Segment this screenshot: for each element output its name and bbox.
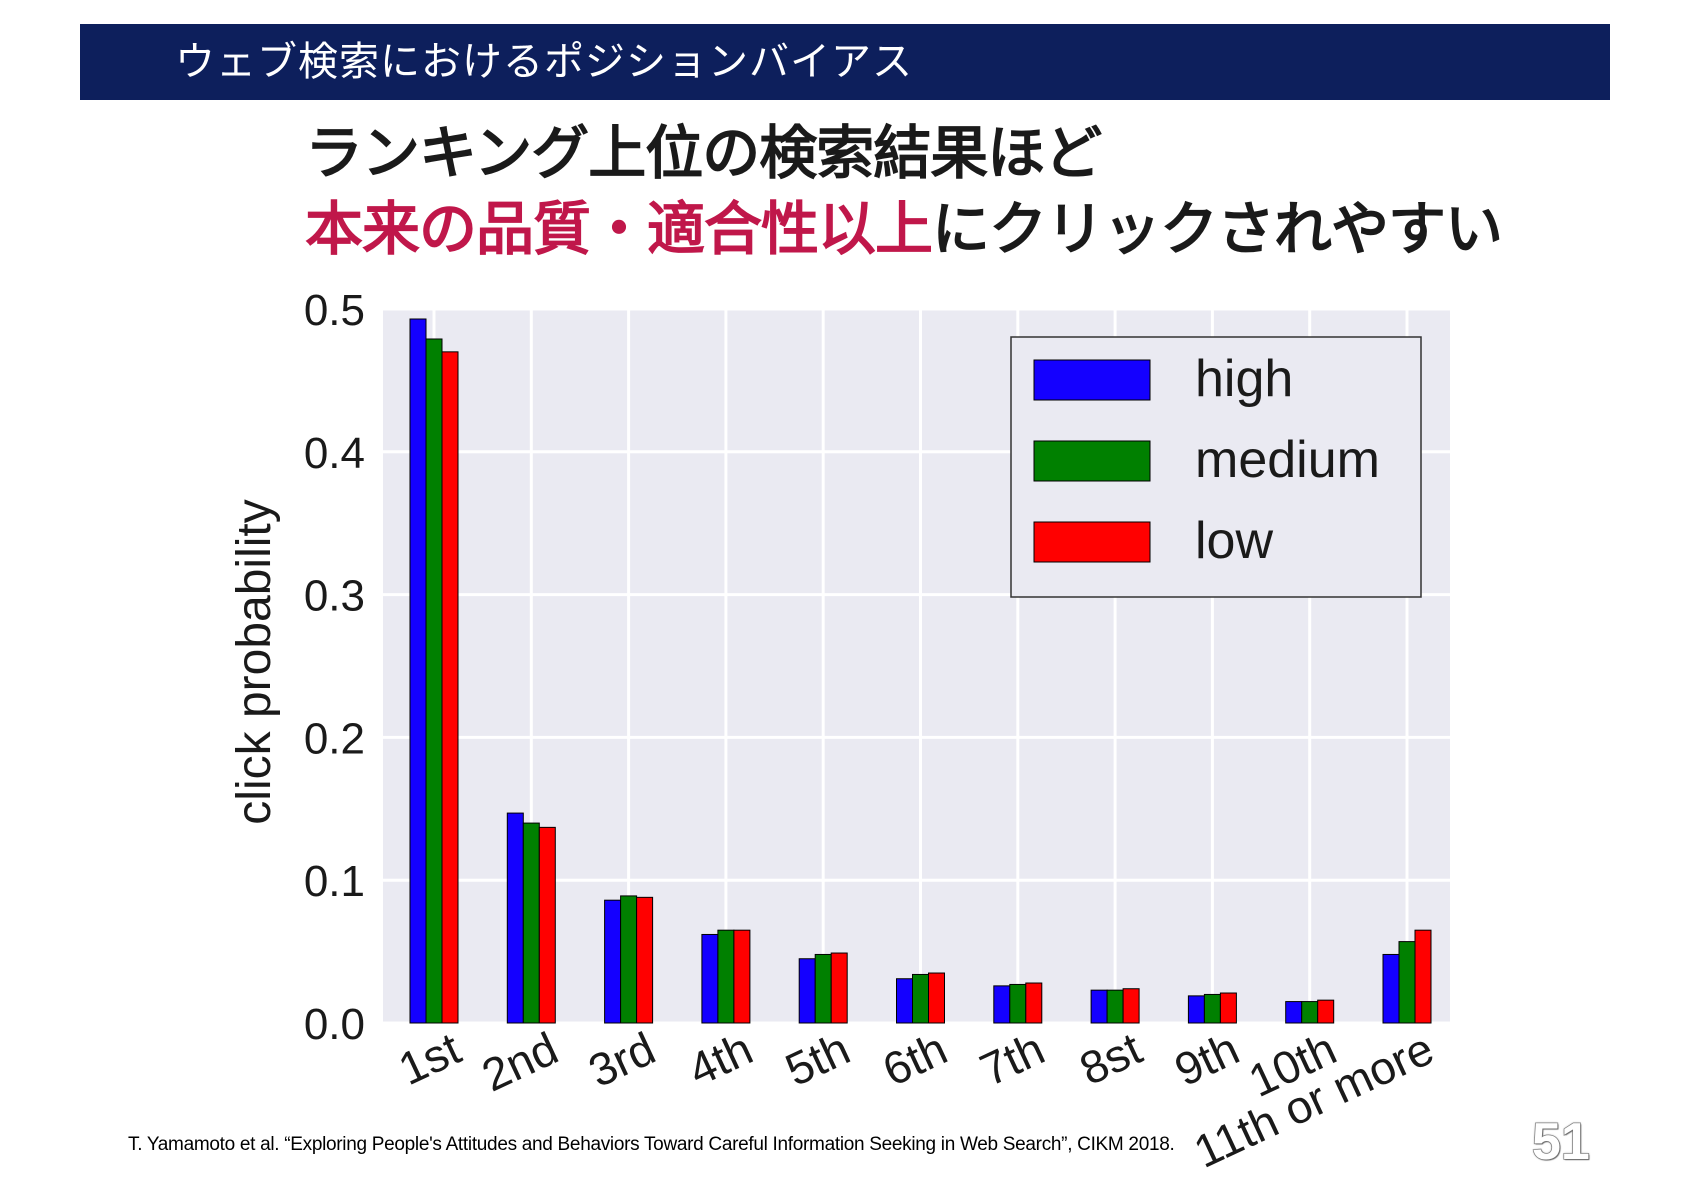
- legend-label-low: low: [1195, 512, 1273, 570]
- bar-high: [1382, 953, 1400, 1024]
- x-tick-label: 1st: [391, 1022, 469, 1095]
- y-tick-label: 0.4: [304, 429, 365, 478]
- x-tick-label: 3rd: [581, 1022, 663, 1097]
- legend-swatch-medium: [1033, 440, 1151, 482]
- bar-medium: [1106, 989, 1124, 1024]
- y-axis-label: click probability: [228, 499, 281, 824]
- bar-low: [830, 952, 848, 1024]
- x-tick-label: 4th: [680, 1022, 760, 1096]
- bar-medium: [1301, 1001, 1319, 1024]
- bar-high: [1285, 1001, 1303, 1024]
- bar-medium: [1203, 993, 1221, 1024]
- bar-low: [1317, 999, 1335, 1024]
- x-tick-label: 8st: [1072, 1022, 1150, 1095]
- y-tick-label: 0.5: [304, 286, 365, 335]
- headline-line-2: 本来の品質・適合性以上にクリックされやすい: [305, 194, 1503, 264]
- bar-low: [928, 972, 945, 1024]
- bar-high: [798, 958, 816, 1024]
- bar-low: [1122, 988, 1140, 1024]
- bar-high: [896, 978, 913, 1024]
- x-tick-label: 6th: [875, 1022, 955, 1096]
- bar-medium: [522, 822, 540, 1024]
- headline-line-1: ランキング上位の検索結果ほど: [305, 119, 1102, 187]
- y-tick-label: 0.3: [304, 572, 365, 621]
- bar-low: [636, 896, 654, 1024]
- legend-label-medium: medium: [1195, 431, 1380, 489]
- bar-low: [1219, 992, 1237, 1024]
- bar-low: [1025, 982, 1043, 1024]
- slide-header-title: ウェブ検索におけるポジションバイアス: [175, 39, 913, 85]
- bar-high: [604, 899, 622, 1024]
- bar-medium: [425, 338, 443, 1024]
- bar-low: [441, 351, 459, 1024]
- bar-medium: [1009, 983, 1027, 1024]
- bars: [409, 318, 1432, 1024]
- x-tick-label: 5th: [777, 1022, 857, 1096]
- bar-medium: [620, 895, 638, 1024]
- bar-high: [1090, 989, 1108, 1024]
- headline-emphasis: 本来の品質・適合性以上: [305, 195, 933, 263]
- legend: high medium low: [1010, 336, 1422, 598]
- bar-low: [538, 826, 556, 1024]
- bar-high: [409, 318, 427, 1024]
- legend-swatch-low: [1033, 521, 1151, 563]
- bar-high: [506, 812, 524, 1024]
- bar-low: [1414, 929, 1432, 1024]
- bar-high: [701, 933, 719, 1024]
- y-tick-label: 0.2: [304, 714, 365, 763]
- bar-medium: [717, 929, 735, 1024]
- y-tick-labels: 0.0 0.1 0.2 0.3 0.4 0.5: [304, 286, 365, 1049]
- y-tick-label: 0.1: [304, 857, 365, 906]
- bar-medium: [814, 953, 832, 1024]
- x-tick-label: 2nd: [474, 1022, 566, 1102]
- bar-high: [993, 985, 1011, 1024]
- page-number: 51: [1531, 1112, 1590, 1172]
- bar-low: [733, 929, 751, 1024]
- x-tick-label: 9th: [1167, 1022, 1247, 1096]
- header-bar: ウェブ検索におけるポジションバイアス: [80, 24, 1610, 100]
- bar-medium: [912, 973, 929, 1024]
- headline-rest: にクリックされやすい: [932, 195, 1503, 263]
- bar-high: [1187, 995, 1205, 1024]
- legend-swatch-high: [1033, 359, 1151, 401]
- bar-medium: [1398, 941, 1416, 1024]
- x-tick-label: 7th: [972, 1022, 1052, 1096]
- legend-label-high: high: [1195, 350, 1293, 408]
- y-tick-label: 0.0: [304, 1000, 365, 1049]
- citation: T. Yamamoto et al. “Exploring People's A…: [128, 1134, 1175, 1155]
